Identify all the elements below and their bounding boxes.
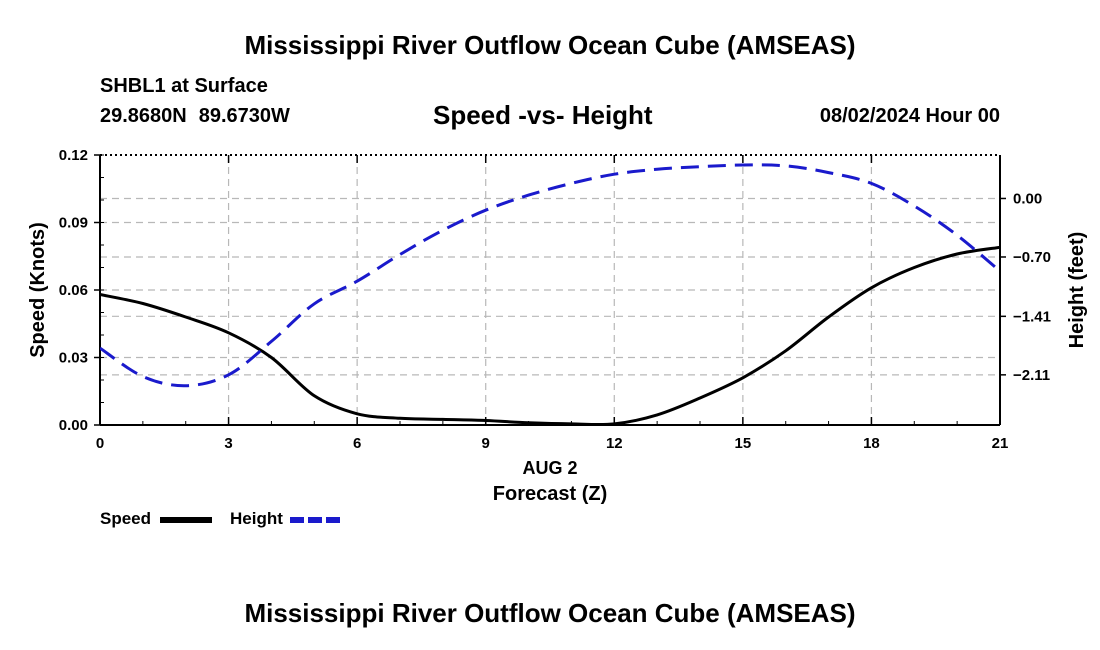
series-line-height bbox=[100, 163, 1000, 388]
y-tick-label: 0.03 bbox=[59, 350, 88, 367]
legend-speed-label: Speed bbox=[100, 509, 152, 528]
station-label: SHBL1 at Surface bbox=[100, 75, 268, 97]
y-tick-label: 0.12 bbox=[59, 147, 88, 164]
series-line-speed bbox=[100, 245, 1000, 427]
y2-tick-label: −2.11 bbox=[1013, 367, 1050, 384]
x-tick-label: 9 bbox=[482, 435, 490, 452]
longitude: 89.6730W bbox=[198, 105, 290, 127]
y2-axis-title: Height (feet) bbox=[1066, 232, 1088, 349]
y-tick-label: 0.06 bbox=[59, 282, 88, 299]
latitude: 29.8680N bbox=[100, 105, 187, 127]
y2-tick-label: 0.00 bbox=[1013, 190, 1042, 207]
forecast-datetime: 08/02/2024 Hour 00 bbox=[819, 105, 1000, 127]
y-axis-title: Speed (Knots) bbox=[27, 222, 49, 358]
x-tick-label: 12 bbox=[606, 435, 623, 452]
x-tick-label: 18 bbox=[863, 435, 880, 452]
legend-height-label: Height bbox=[230, 509, 283, 528]
y2-tick-label: −1.41 bbox=[1013, 308, 1051, 325]
chart-title: Mississippi River Outflow Ocean Cube (AM… bbox=[244, 30, 856, 60]
x-tick-label: 21 bbox=[992, 435, 1009, 452]
x-axis-date-label: AUG 2 bbox=[522, 458, 577, 478]
x-tick-label: 6 bbox=[353, 435, 361, 452]
y-tick-label: 0.00 bbox=[59, 417, 88, 434]
coordinates: 29.8680N 89.6730W bbox=[100, 105, 290, 128]
footer-title: Mississippi River Outflow Ocean Cube (AM… bbox=[244, 598, 856, 628]
x-tick-label: 3 bbox=[224, 435, 232, 452]
y-tick-label: 0.09 bbox=[59, 215, 88, 232]
x-tick-label: 15 bbox=[735, 435, 752, 452]
x-tick-label: 0 bbox=[96, 435, 104, 452]
chart-subtitle: Speed -vs- Height bbox=[433, 100, 653, 130]
x-axis-title: Forecast (Z) bbox=[493, 483, 607, 505]
y2-tick-label: −0.70 bbox=[1013, 249, 1051, 266]
